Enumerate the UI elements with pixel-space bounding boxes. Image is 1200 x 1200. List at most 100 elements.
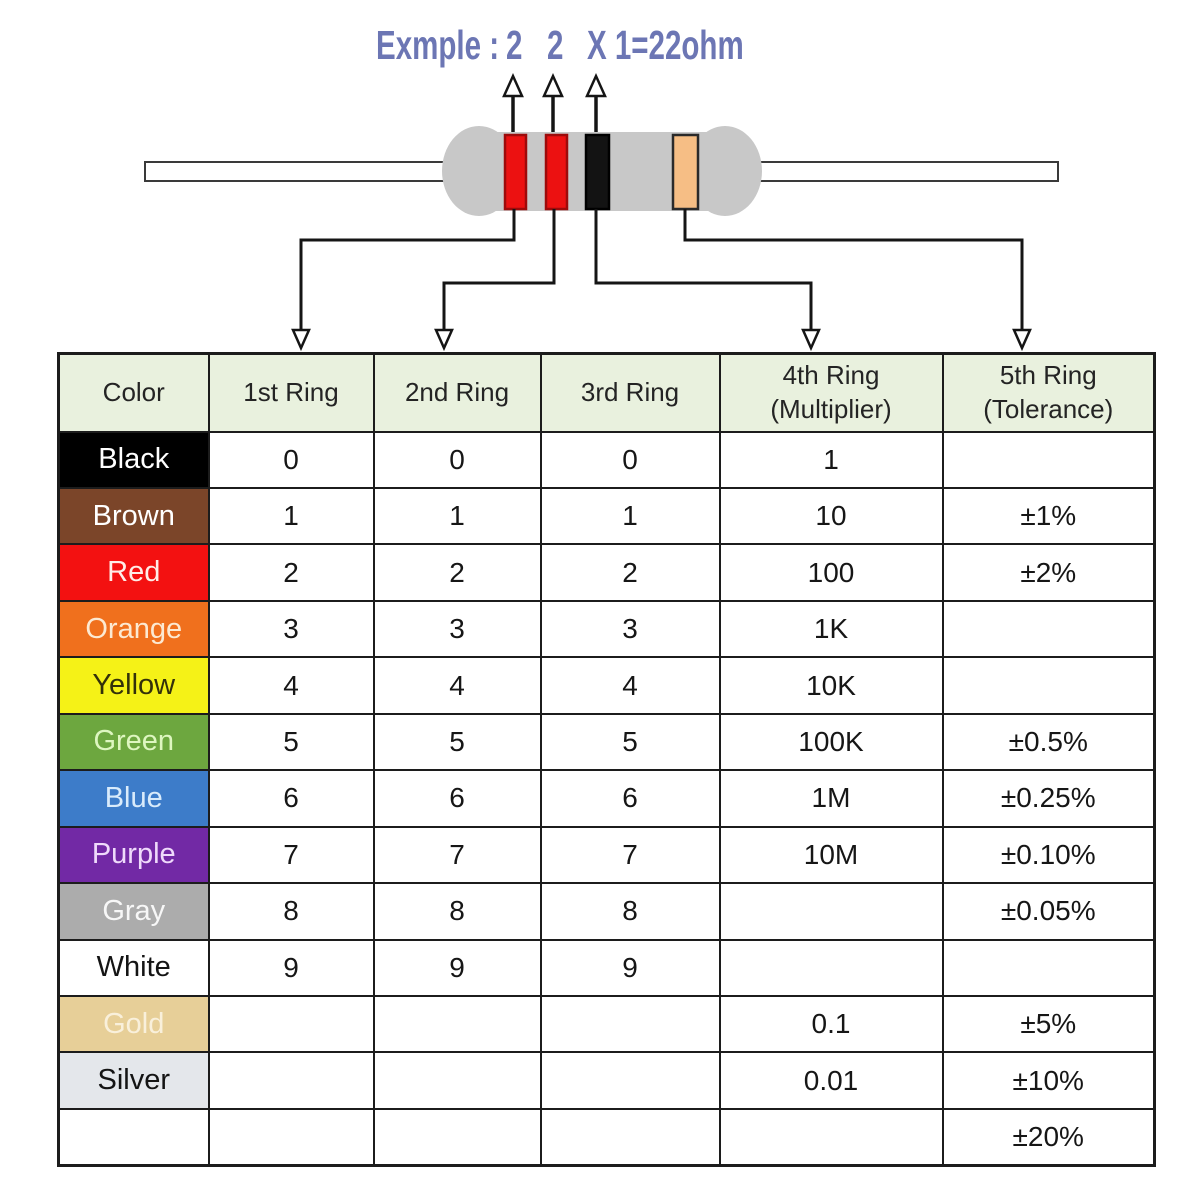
table-row-purple: Purple 7 7 7 10M ±0.10% [57,825,1156,885]
color-swatch-gold: Gold [57,995,210,1054]
cell-red-tolerance: ±2% [941,543,1156,602]
table-row-orange: Orange 3 3 3 1K [57,599,1156,659]
cell-white-ring3: 9 [539,938,721,998]
cell-green-tolerance: ±0.5% [941,712,1156,772]
cell-blue-ring3: 6 [539,769,721,828]
example-digit-1: 2 [506,22,523,68]
table-row-silver: Silver 0.01 ±10% [57,1051,1156,1110]
cell-brown-ring1: 1 [207,486,375,546]
cell-gray-tolerance: ±0.05% [941,882,1156,941]
cell-green-ring2: 5 [372,712,542,772]
cell-blank-tolerance: ±20% [941,1107,1156,1167]
cell-black-multiplier: 1 [718,430,944,489]
cell-brown-ring2: 1 [372,486,542,546]
cell-silver-ring3 [539,1051,721,1110]
resistor-band-2-red [544,133,569,211]
cell-yellow-ring3: 4 [539,656,721,715]
table-row-blank: ±20% [57,1107,1156,1167]
cell-brown-tolerance: ±1% [941,486,1156,546]
color-swatch-blue: Blue [57,769,210,828]
example-label: Exmple : [376,22,500,68]
cell-purple-ring2: 7 [372,825,542,885]
resistor-lead-right [751,161,1059,182]
color-swatch-brown: Brown [57,486,210,546]
connector-band1-to-ring1-column [291,209,516,352]
cell-brown-ring3: 1 [539,486,721,546]
cell-yellow-tolerance [941,656,1156,715]
cell-black-ring1: 0 [207,430,375,489]
connector-band2-to-ring2-column [434,209,556,352]
table-row-black: Black 0 0 0 1 [57,430,1156,489]
cell-green-ring1: 5 [207,712,375,772]
cell-gold-ring3 [539,995,721,1054]
table-row-gold: Gold 0.1 ±5% [57,995,1156,1054]
table-row-brown: Brown 1 1 1 10 ±1% [57,486,1156,546]
color-swatch-yellow: Yellow [57,656,210,715]
cell-orange-ring1: 3 [207,599,375,659]
cell-green-multiplier: 100K [718,712,944,772]
cell-yellow-ring1: 4 [207,656,375,715]
cell-blank-ring3 [539,1107,721,1167]
up-arrow-band1 [502,72,524,137]
cell-red-ring1: 2 [207,543,375,602]
cell-gray-multiplier [718,882,944,941]
table-row-white: White 9 9 9 [57,938,1156,998]
cell-gold-tolerance: ±5% [941,995,1156,1054]
cell-yellow-multiplier: 10K [718,656,944,715]
color-swatch-gray: Gray [57,882,210,941]
cell-gold-ring1 [207,995,375,1054]
cell-black-tolerance [941,430,1156,489]
table-header: Color 1st Ring 2nd Ring 3rd Ring 4th Ring (Mu… [57,352,1156,433]
cell-orange-ring3: 3 [539,599,721,659]
cell-white-tolerance [941,938,1156,998]
cell-purple-ring1: 7 [207,825,375,885]
header-cell-3rd-ring: 3rd Ring [539,352,721,433]
connector-band3-to-multiplier-column [594,209,821,352]
cell-black-ring2: 0 [372,430,542,489]
header-row: Color 1st Ring 2nd Ring 3rd Ring 4th Ring (Mu… [57,352,1156,433]
cell-red-multiplier: 100 [718,543,944,602]
table-row-red: Red 2 2 2 100 ±2% [57,543,1156,602]
connector-band4-to-tolerance-column [683,209,1032,352]
cell-silver-ring2 [372,1051,542,1110]
color-swatch-red: Red [57,543,210,602]
cell-blue-tolerance: ±0.25% [941,769,1156,828]
resistor-band-4-gold [671,133,700,211]
example-digit-2: 2 [547,22,564,68]
cell-blank-multiplier [718,1107,944,1167]
cell-gray-ring1: 8 [207,882,375,941]
table-row-gray: Gray 8 8 8 ±0.05% [57,882,1156,941]
resistor-color-code-table: Color 1st Ring 2nd Ring 3rd Ring 4th Ring (Mu… [57,352,1156,1167]
cell-green-ring3: 5 [539,712,721,772]
header-cell-color: Color [57,352,210,433]
cell-silver-ring1 [207,1051,375,1110]
color-swatch-white: White [57,938,210,998]
header-cell-5th-ring: 5th Ring (Tolerance) [941,352,1156,433]
cell-blank-ring1 [207,1107,375,1167]
table-row-yellow: Yellow 4 4 4 10K [57,656,1156,715]
color-swatch-purple: Purple [57,825,210,885]
cell-gold-ring2 [372,995,542,1054]
color-swatch-green: Green [57,712,210,772]
cell-blank-ring2 [372,1107,542,1167]
color-swatch-blank [57,1107,210,1167]
cell-orange-ring2: 3 [372,599,542,659]
cell-silver-tolerance: ±10% [941,1051,1156,1110]
cell-white-ring2: 9 [372,938,542,998]
up-arrow-band3 [585,72,607,137]
cell-red-ring2: 2 [372,543,542,602]
cell-blue-multiplier: 1M [718,769,944,828]
cell-purple-ring3: 7 [539,825,721,885]
cell-blue-ring2: 6 [372,769,542,828]
cell-black-ring3: 0 [539,430,721,489]
up-arrow-band2 [542,72,564,137]
table-row-blue: Blue 6 6 6 1M ±0.25% [57,769,1156,828]
color-swatch-silver: Silver [57,1051,210,1110]
table-body: Black 0 0 0 1 Brown 1 1 1 10 ±1% Red 2 2 2 100 ±2% Orange… [57,430,1156,1167]
cell-orange-tolerance [941,599,1156,659]
resistor-band-3-black [584,133,611,211]
header-cell-1st-ring: 1st Ring [207,352,375,433]
cell-purple-tolerance: ±0.10% [941,825,1156,885]
resistor-band-1-red [503,133,528,211]
